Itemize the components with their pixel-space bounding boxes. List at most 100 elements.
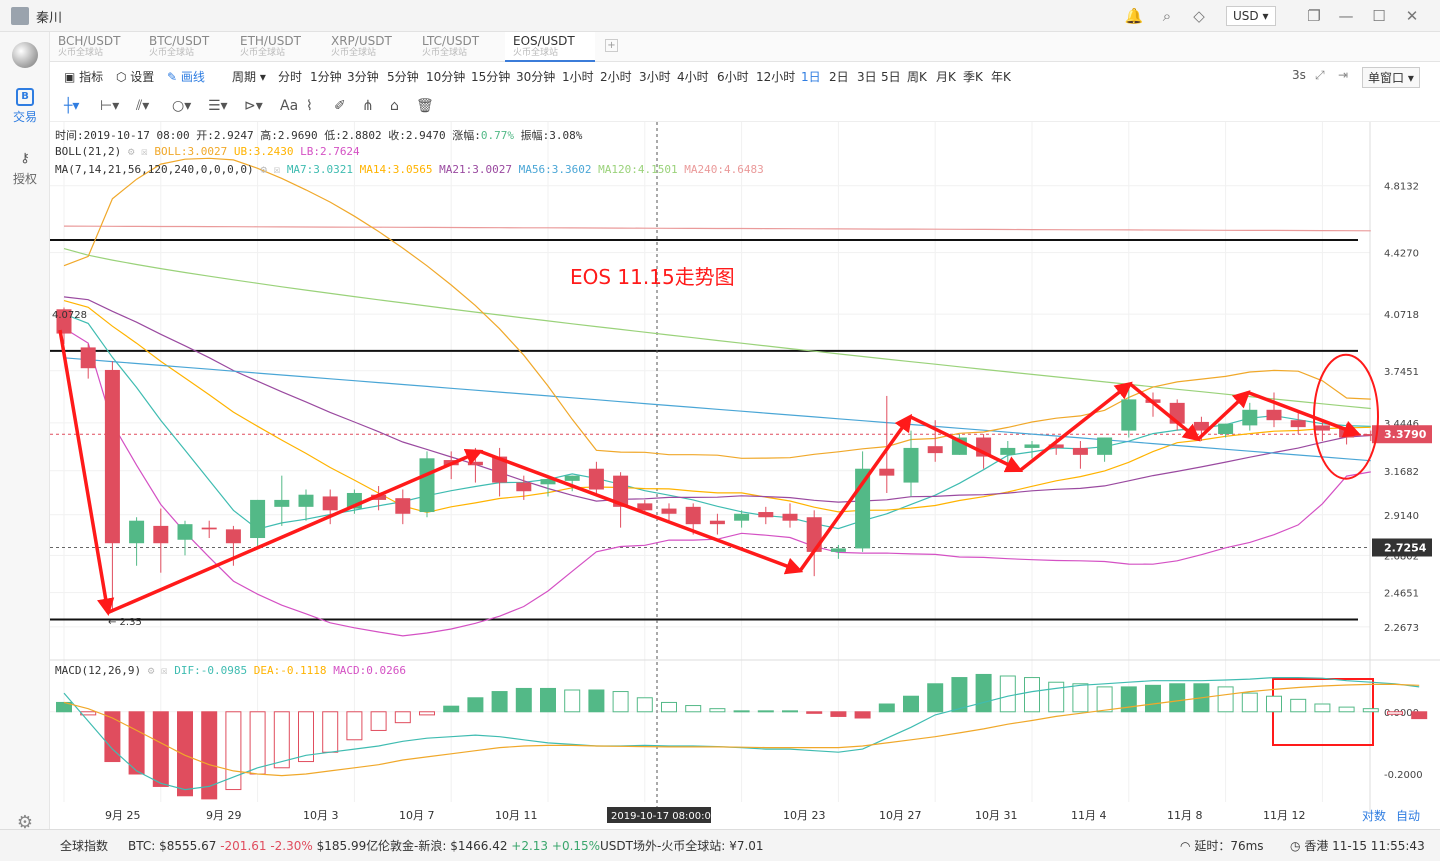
price-tick-9: 2.2673: [1384, 623, 1419, 634]
tab-ltc-usdt[interactable]: LTC/USDT 火币全球站: [414, 32, 504, 62]
bell-icon[interactable]: 🔔: [1124, 7, 1144, 25]
last-price-tag: 3.3790: [1384, 428, 1427, 441]
screenshot-icon[interactable]: ⇥: [1338, 68, 1349, 82]
currency-select[interactable]: USD ▾: [1226, 6, 1276, 26]
period-3[interactable]: 5分钟: [387, 70, 419, 84]
refresh-interval[interactable]: 3s: [1292, 68, 1306, 82]
period-14[interactable]: 2日: [829, 70, 849, 84]
fullscreen-icon[interactable]: ⤢: [1315, 68, 1325, 82]
tab-bch-usdt[interactable]: BCH/USDT 火币全球站: [50, 32, 140, 62]
delete-tool-icon[interactable]: 🗑: [416, 98, 434, 114]
period-6[interactable]: 30分钟: [516, 70, 556, 84]
pattern-tool-icon[interactable]: ⊳▾: [244, 98, 263, 114]
add-tab-button[interactable]: +: [605, 39, 618, 52]
user-avatar-icon[interactable]: [11, 7, 29, 25]
period-2[interactable]: 3分钟: [347, 70, 379, 84]
shape-tool-icon[interactable]: ○▾: [172, 98, 192, 114]
tab-pair: BCH/USDT: [58, 34, 121, 48]
shirt-icon[interactable]: ◇: [1193, 7, 1205, 25]
period-5[interactable]: 15分钟: [471, 70, 511, 84]
period-1[interactable]: 1分钟: [310, 70, 342, 84]
macd-settings-icon[interactable]: ⚙: [147, 664, 155, 677]
fibonacci-tool-icon[interactable]: ☰▾: [208, 98, 228, 114]
boll-settings-icon[interactable]: ⚙: [127, 145, 135, 158]
macd-bar: [1145, 684, 1161, 713]
period-19[interactable]: 季K: [963, 70, 983, 84]
kline-chart[interactable]: 4.8132 4.4270 4.0718 3.7451 3.4446 3.1682 2.91…: [50, 122, 1440, 829]
period-dropdown[interactable]: 周期 ▾: [232, 70, 266, 84]
period-11[interactable]: 6小时: [717, 70, 749, 84]
external-window-icon[interactable]: ❐: [1307, 7, 1321, 25]
period-12[interactable]: 12小时: [756, 70, 796, 84]
settings-gear-icon[interactable]: ⚙: [16, 812, 34, 833]
magnet-tool-icon[interactable]: ⋔: [362, 98, 374, 114]
macd-bar: [104, 711, 121, 763]
period-0[interactable]: 分时: [278, 70, 303, 84]
close-icon[interactable]: ✕: [1405, 7, 1419, 25]
crosshair-tool-icon[interactable]: ┼▾: [64, 98, 80, 114]
draw-label: 画线: [180, 70, 205, 84]
indicator-button[interactable]: ▣ 指标: [64, 70, 104, 84]
tab-xrp-usdt[interactable]: XRP/USDT 火币全球站: [323, 32, 413, 62]
chart-area[interactable]: 4.8132 4.4270 4.0718 3.7451 3.4446 3.1682 2.91…: [50, 122, 1440, 829]
tab-pair: BTC/USDT: [149, 34, 210, 48]
lock-tool-icon[interactable]: ⌂: [390, 98, 399, 114]
maximize-icon[interactable]: ☐: [1372, 7, 1386, 25]
macd-close-icon[interactable]: ☒: [160, 664, 168, 677]
text-tool-icon[interactable]: Aa: [280, 98, 299, 114]
ma-row: MA(7,14,21,56,120,240,0,0,0,0) ⚙ ☒ MA7:3…: [55, 163, 764, 176]
period-15[interactable]: 3日: [857, 70, 877, 84]
candle-body: [540, 479, 556, 485]
time-label: 时间:: [55, 129, 84, 142]
period-9[interactable]: 3小时: [639, 70, 671, 84]
parallel-line-tool-icon[interactable]: ⫽▾: [136, 98, 150, 114]
horizontal-line-tool-icon[interactable]: ⊢▾: [100, 98, 120, 114]
candle-body: [1290, 420, 1306, 428]
period-13[interactable]: 1日: [801, 70, 821, 84]
log-scale-button[interactable]: 对数: [1362, 808, 1386, 823]
macd-name: MACD(12,26,9): [55, 664, 142, 677]
period-16[interactable]: 5日: [881, 70, 901, 84]
macd-bar: [1290, 698, 1307, 713]
draw-line-button[interactable]: ✎ 画线: [167, 70, 205, 84]
x-axis-label-2: 10月 3: [303, 809, 339, 822]
period-18[interactable]: 月K: [936, 70, 956, 84]
ma56-value: MA56:3.3602: [518, 163, 592, 176]
candle-body: [80, 347, 96, 369]
price-tick-6: 2.9140: [1384, 511, 1419, 522]
price-tick-5: 3.1682: [1384, 467, 1419, 478]
ma-settings-icon[interactable]: ⚙: [260, 163, 267, 176]
period-8[interactable]: 2小时: [600, 70, 632, 84]
auto-scale-button[interactable]: 自动: [1396, 809, 1420, 823]
period-10[interactable]: 4小时: [677, 70, 709, 84]
period-4[interactable]: 10分钟: [426, 70, 466, 84]
macd-bar: [249, 711, 266, 775]
sidebar-item-trade[interactable]: B 交易: [0, 88, 50, 125]
macd-bar: [1266, 695, 1282, 713]
ma-close-icon[interactable]: ☒: [273, 163, 281, 176]
settings-button[interactable]: ⬡ 设置: [116, 70, 155, 84]
brush-tool-icon[interactable]: ✐: [334, 98, 346, 114]
ruler-tool-icon[interactable]: ⌇: [306, 98, 313, 114]
macd-bar: [491, 691, 508, 713]
minimize-icon[interactable]: —: [1338, 7, 1354, 25]
tab-eth-usdt[interactable]: ETH/USDT 火币全球站: [232, 32, 322, 62]
macd-bar: [709, 708, 726, 713]
candle-body: [1024, 444, 1040, 448]
window-mode-select[interactable]: 单窗口 ▾: [1362, 67, 1420, 88]
tab-btc-usdt[interactable]: BTC/USDT 火币全球站: [141, 32, 231, 62]
global-index-button[interactable]: 全球指数: [60, 839, 109, 853]
btc-change: -201.61 -2.30%: [220, 839, 313, 853]
period-17[interactable]: 周K: [907, 70, 927, 84]
search-icon[interactable]: ⌕: [1162, 7, 1172, 25]
period-20[interactable]: 年K: [991, 70, 1011, 84]
macd-bar: [152, 711, 169, 787]
boll-close-icon[interactable]: ☒: [141, 145, 148, 158]
period-7[interactable]: 1小时: [562, 70, 594, 84]
macd-bar: [685, 705, 702, 713]
tab-eos-usdt[interactable]: EOS/USDT 火币全球站: [505, 32, 595, 62]
candle-body: [56, 309, 72, 334]
sidebar-item-authorize[interactable]: ⚷ 授权: [0, 152, 50, 187]
macd-bar: [1314, 703, 1331, 713]
macd-bar: [757, 710, 774, 713]
